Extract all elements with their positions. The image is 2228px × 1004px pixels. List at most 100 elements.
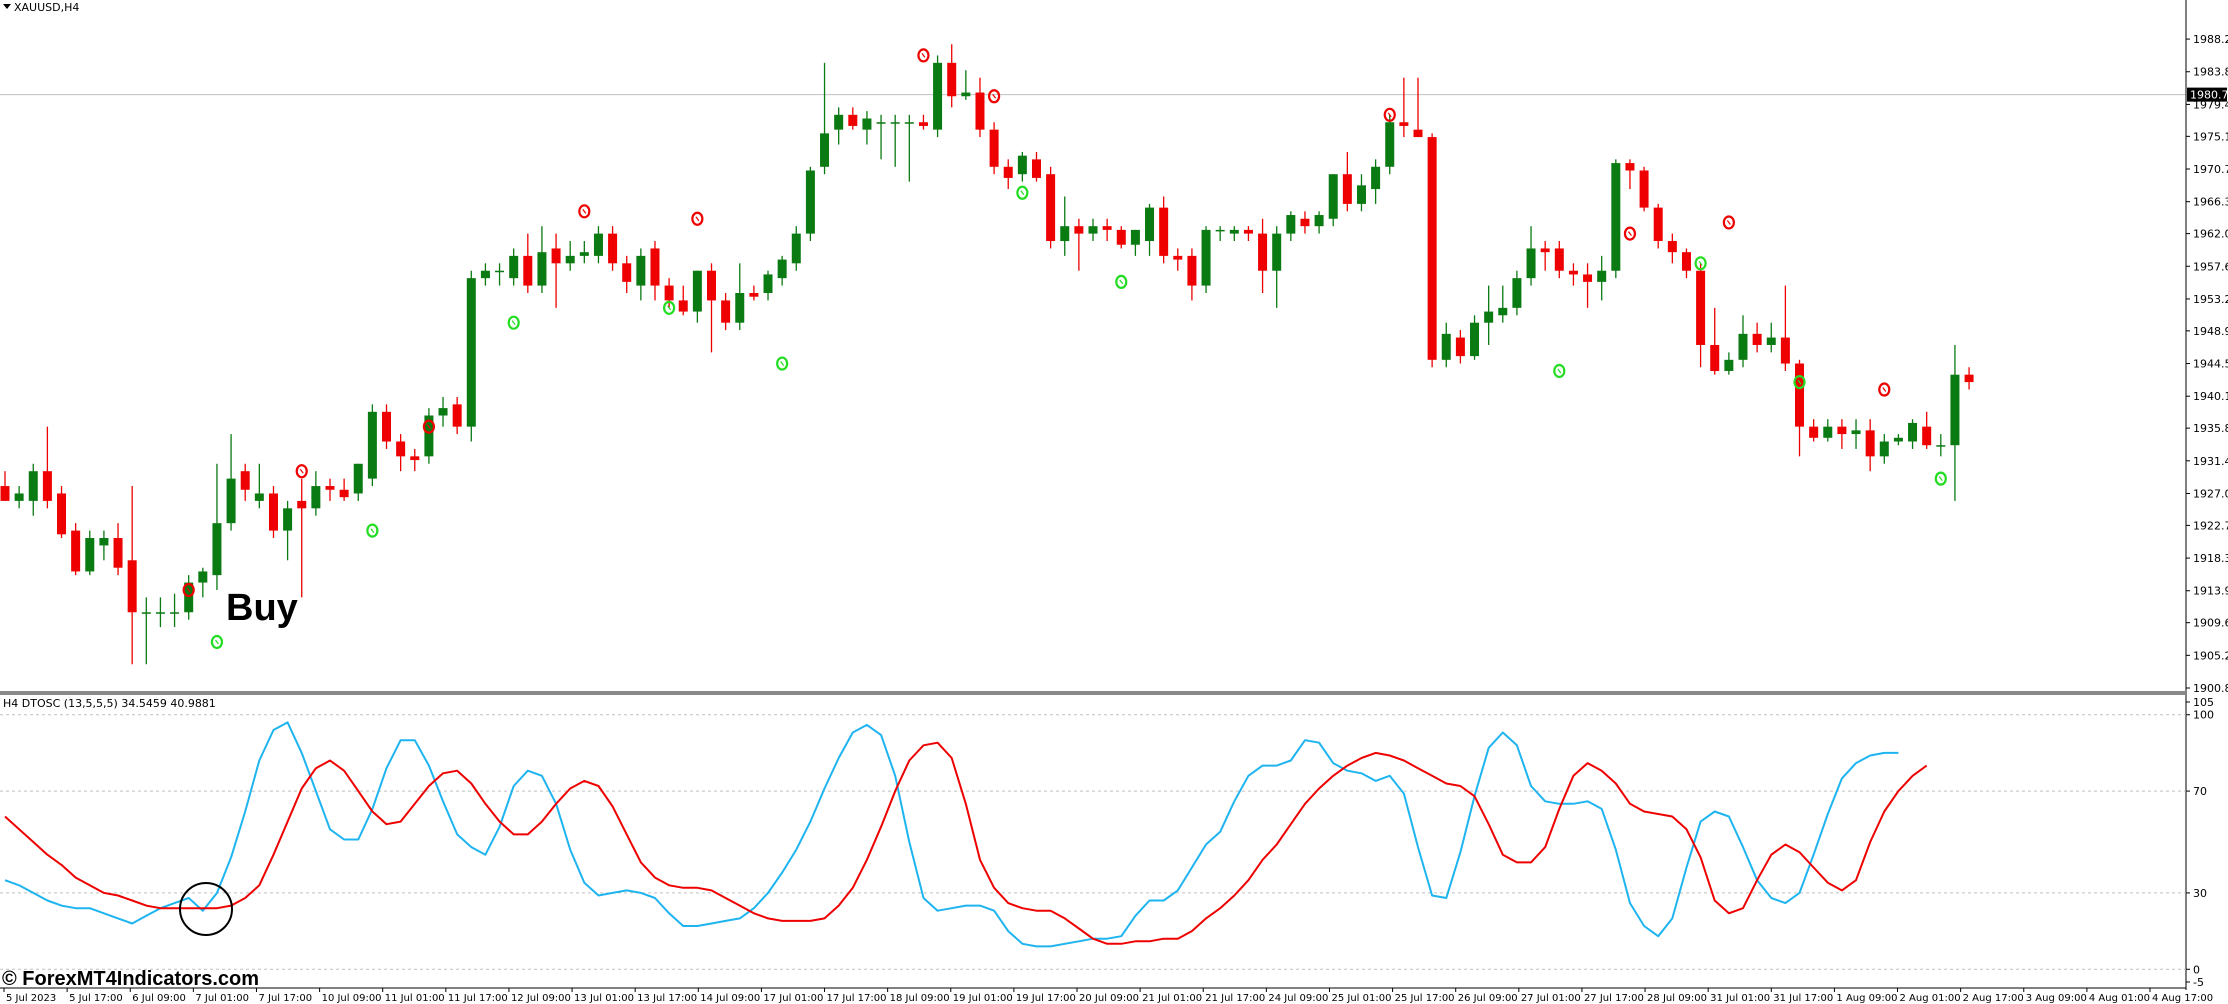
candle [1681, 248, 1691, 279]
candle [113, 523, 123, 576]
candle [1936, 434, 1946, 457]
candle [1526, 226, 1536, 286]
price-tick-label: 1975.10 [2193, 130, 2228, 143]
candle-body [1752, 333, 1762, 345]
candle-body [424, 415, 434, 457]
candle-body [1908, 422, 1918, 442]
candle-body [1017, 155, 1027, 175]
sell-signal-icon [1722, 215, 1735, 230]
candle-body [1696, 270, 1706, 345]
candle [1074, 218, 1084, 271]
candle [1611, 159, 1621, 279]
crossover-circle [179, 882, 233, 936]
candle-body [721, 300, 731, 323]
current-price-label: 1980.72 [2190, 89, 2228, 102]
price-tick-label: 1970.70 [2193, 163, 2228, 176]
candle [1286, 211, 1296, 242]
buy-signal-icon [366, 523, 379, 538]
signal-mark [691, 211, 704, 226]
sell-signal-icon [182, 582, 195, 598]
candle-body [1724, 359, 1734, 371]
candle-body [1328, 174, 1338, 219]
time-tick-label: 28 Jul 09:00 [1647, 993, 1707, 1004]
candle [1145, 203, 1155, 256]
time-tick-label: 10 Jul 09:00 [322, 993, 382, 1004]
time-tick-label: 5 Jul 17:00 [69, 993, 123, 1004]
candle [1031, 151, 1041, 182]
osc-tick-label: -5 [2193, 976, 2204, 989]
candle-body [311, 486, 321, 509]
candle-body [1441, 333, 1451, 360]
candle [876, 114, 886, 160]
price-tick-label: 1940.10 [2193, 390, 2228, 403]
candle [339, 478, 349, 501]
signal-mark-slash [1119, 279, 1124, 285]
time-tick-label: 12 Jul 09:00 [511, 993, 571, 1004]
candle-body [1413, 129, 1423, 138]
signal-mark-slash [186, 587, 191, 593]
time-tick-label: 31 Jul 17:00 [1773, 993, 1833, 1004]
price-tick-label: 1909.60 [2193, 617, 2228, 630]
sell-signal-icon [422, 419, 435, 434]
candle [1243, 226, 1253, 242]
candle-body [1667, 241, 1677, 253]
candle [71, 523, 81, 576]
candle [1922, 411, 1932, 449]
candle-body [438, 408, 448, 416]
dtosc-fast-line [4, 721, 1899, 948]
candle-body [1526, 248, 1536, 279]
candle [1046, 166, 1056, 249]
signal-mark-slash [1726, 220, 1731, 225]
candle [1597, 255, 1607, 301]
chevron-down-icon[interactable] [3, 4, 11, 9]
oscillator-levels [0, 714, 2186, 970]
candle-body [57, 493, 67, 535]
candle-body [1512, 278, 1522, 308]
price-tick-label: 1966.30 [2193, 196, 2228, 209]
candle-body [1031, 159, 1041, 178]
candle-body [85, 538, 95, 572]
candle [862, 111, 872, 145]
candle-body [961, 92, 971, 97]
candle-body [466, 278, 476, 427]
time-tick-label: 19 Jul 17:00 [1016, 993, 1076, 1004]
candle [961, 70, 971, 100]
sell-signal-icon [987, 89, 1001, 104]
time-tick-label: 2 Aug 17:00 [1963, 993, 2024, 1004]
candle [466, 270, 476, 442]
price-tick-label: 1979.40 [2193, 98, 2228, 111]
candle [593, 226, 603, 264]
candle-body [1272, 233, 1282, 271]
candle-body [1653, 207, 1663, 242]
signal-mark [776, 356, 789, 371]
candle [1088, 218, 1098, 242]
candle-body [382, 411, 392, 442]
candle [1667, 233, 1677, 264]
candle-body [283, 508, 293, 531]
time-tick-label: 26 Jul 09:00 [1458, 993, 1518, 1004]
signal-mark-slash [214, 639, 219, 645]
time-tick-label: 4 Aug 17:00 [2152, 993, 2213, 1004]
candle-body [452, 404, 462, 427]
candle-body [551, 248, 561, 264]
candle-body [1003, 166, 1013, 178]
candle-body [42, 471, 52, 501]
candle [226, 434, 236, 531]
candle-body [650, 248, 660, 286]
sell-signal-icon [1878, 382, 1891, 397]
signal-mark-slash [1387, 112, 1392, 118]
signal-mark [1383, 107, 1396, 122]
candle-body [805, 170, 815, 234]
candle-body [1681, 252, 1691, 271]
price-tick-label: 1913.90 [2193, 585, 2228, 598]
candle [184, 575, 194, 620]
signal-mark-slash [667, 305, 672, 311]
candle-body [1639, 170, 1649, 208]
candle-body [1795, 363, 1805, 427]
candle-body [141, 612, 151, 614]
candle [820, 62, 830, 175]
buy-signal-icon [1016, 185, 1029, 200]
candle-body [622, 263, 632, 282]
candle-body [0, 486, 10, 501]
pane-separator[interactable] [0, 691, 2186, 695]
